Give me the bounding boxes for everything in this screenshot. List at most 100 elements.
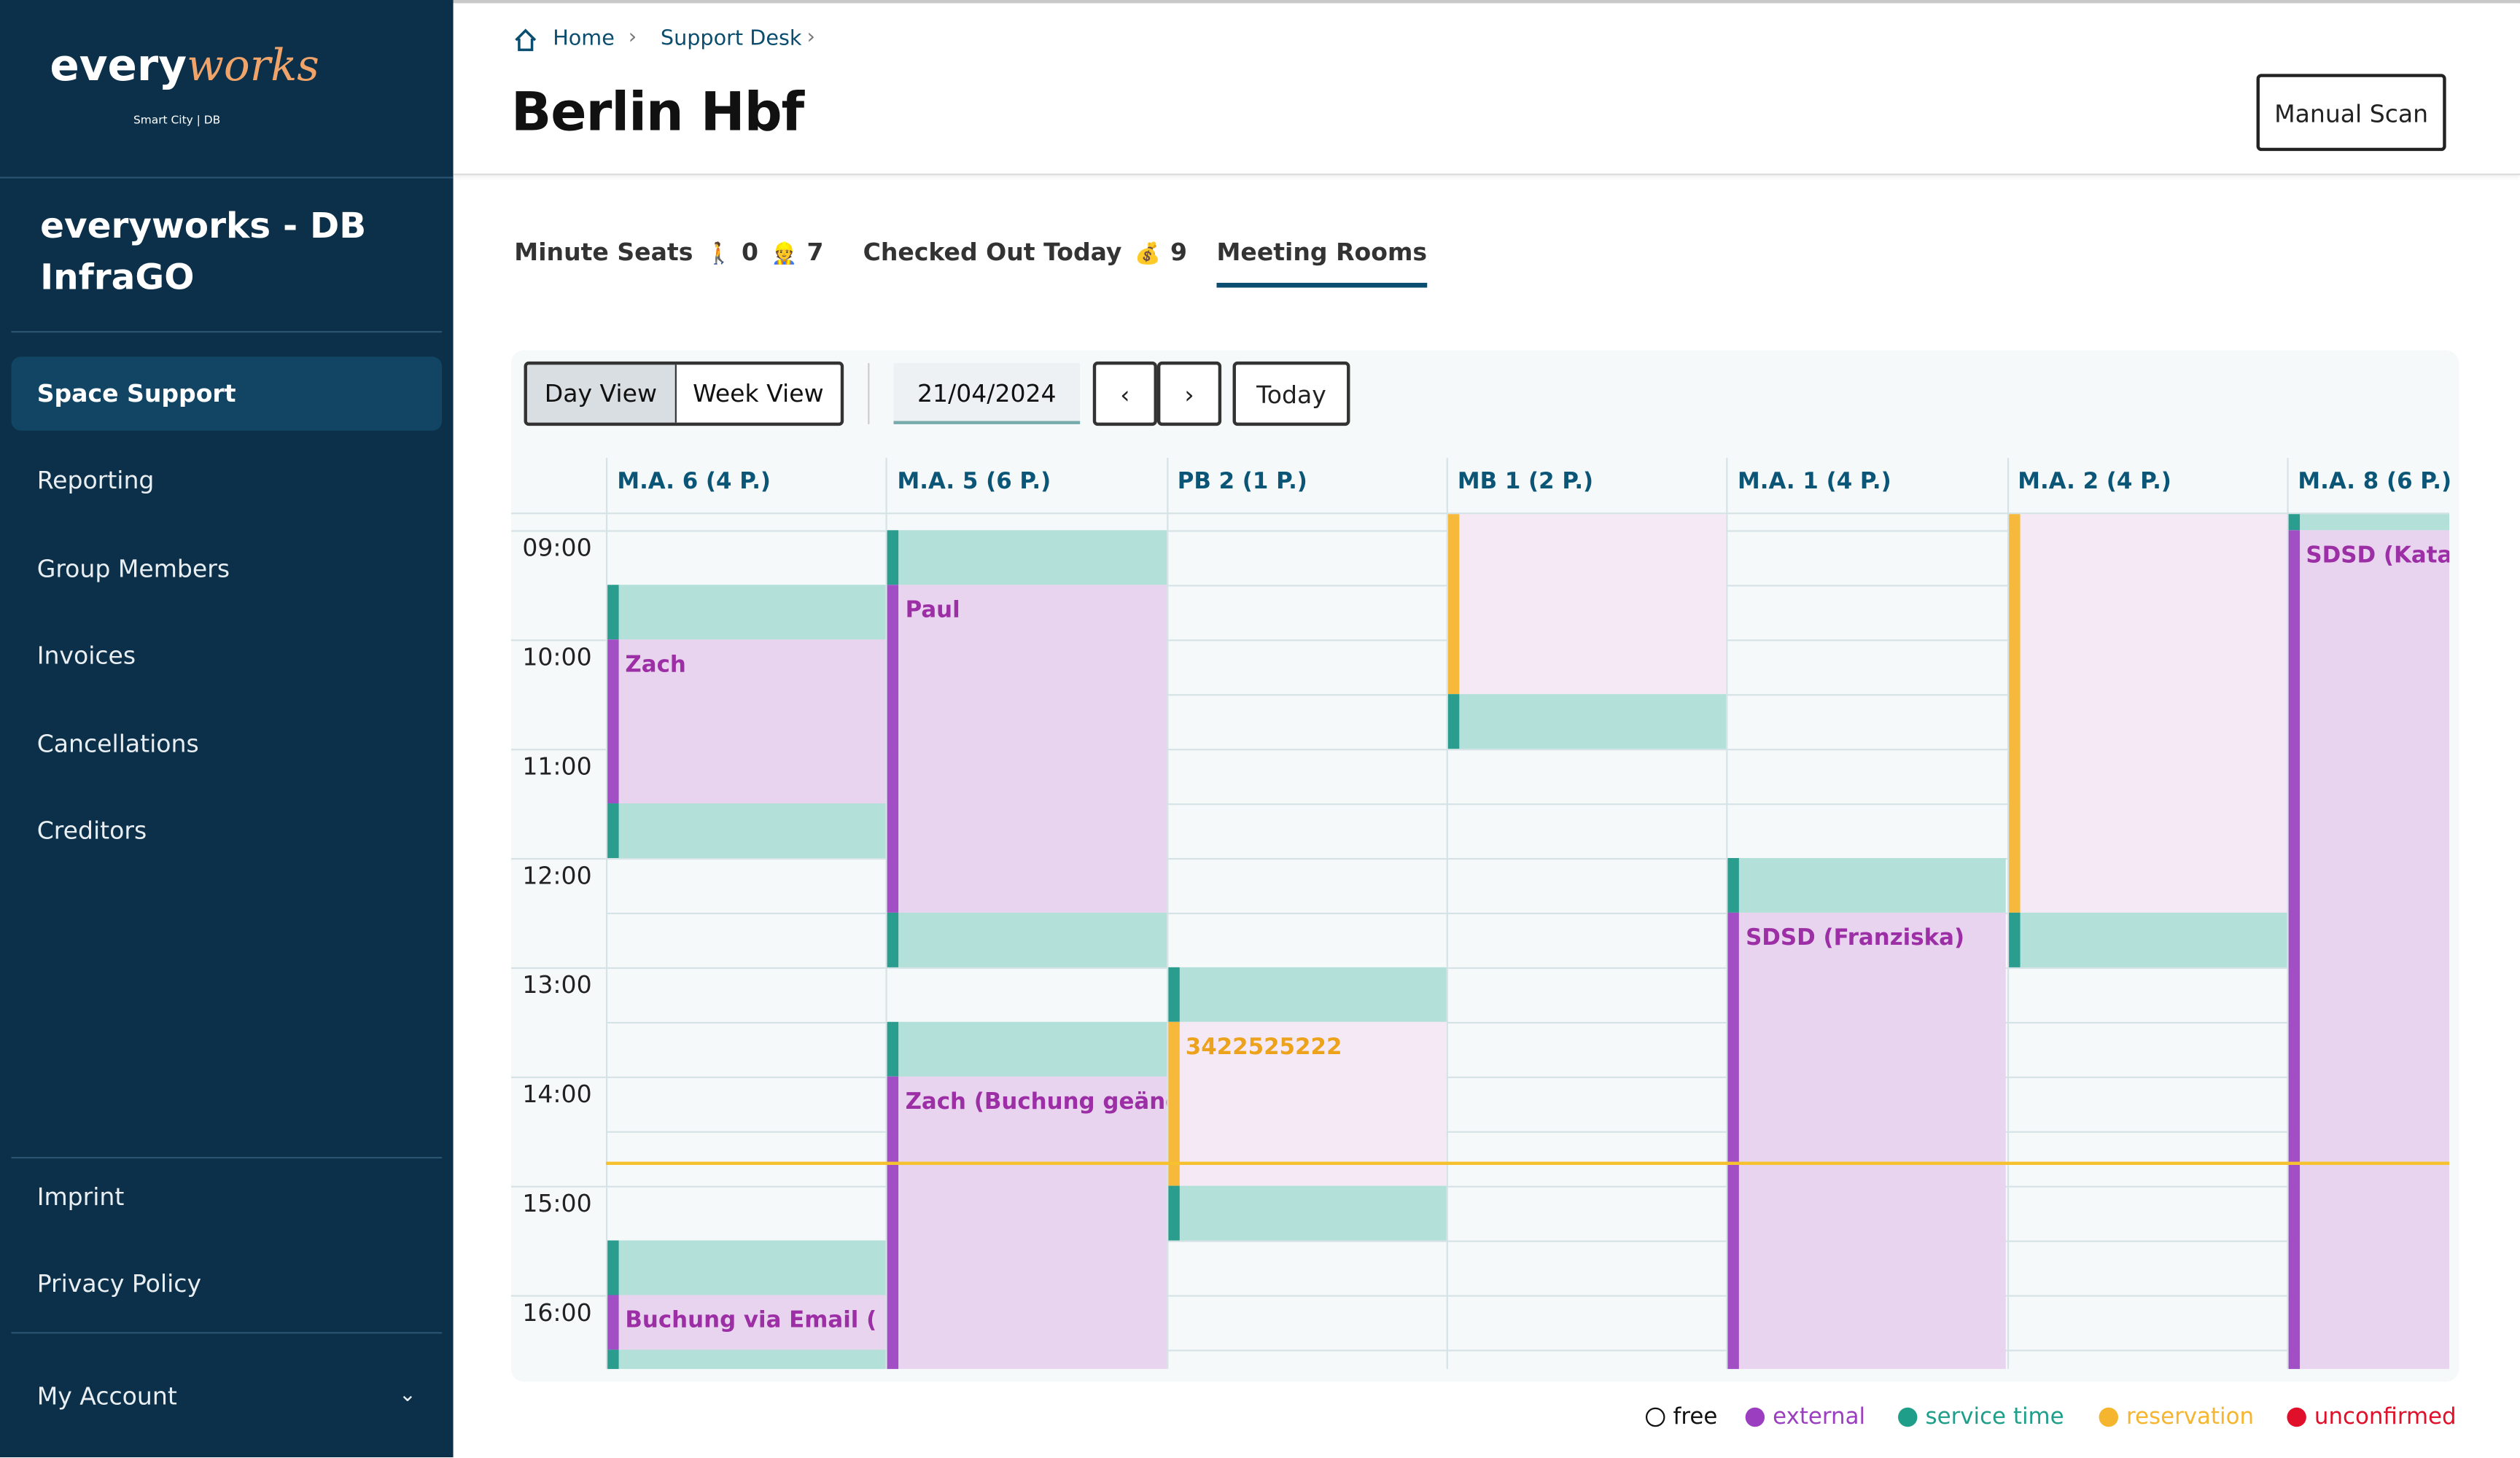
slot-line: [605, 1131, 2450, 1133]
time-label: 11:00: [522, 752, 592, 781]
hour-line: [510, 967, 606, 970]
room-header[interactable]: M.A. 8 (6 P.): [2298, 469, 2452, 495]
booking[interactable]: [887, 912, 1167, 967]
tab-count: 9: [1170, 238, 1188, 267]
account-menu[interactable]: My Account ⌄: [11, 1360, 442, 1433]
next-button[interactable]: ›: [1156, 361, 1222, 426]
booking[interactable]: Zach: [607, 639, 887, 804]
booking[interactable]: SDSD (Katari: [2288, 530, 2450, 1369]
separator: [868, 363, 870, 424]
separator: [0, 176, 454, 179]
sidebar: everyworks Smart City | DB everyworks - …: [0, 0, 454, 1458]
column-line: [1726, 458, 1728, 515]
footer-link[interactable]: Privacy Policy: [36, 1269, 202, 1298]
booking[interactable]: Buchung via Email ( Pa: [607, 1295, 887, 1350]
footer-link[interactable]: Imprint: [36, 1182, 125, 1212]
legend-label: external: [1773, 1404, 1866, 1430]
time-label: 09:00: [522, 533, 592, 563]
view-button[interactable]: Week View: [674, 364, 841, 423]
column-line: [2286, 458, 2289, 515]
booking[interactable]: [607, 1349, 887, 1369]
nav-item[interactable]: Creditors: [36, 816, 147, 846]
nav-item[interactable]: Space Support: [11, 356, 443, 431]
slot-line: [605, 1349, 2450, 1352]
header-line: [510, 512, 2450, 515]
today-button[interactable]: Today: [1232, 361, 1350, 426]
column-line: [1166, 514, 1168, 1369]
legend-label: reservation: [2126, 1404, 2255, 1430]
slot-line: [605, 749, 2450, 751]
tab[interactable]: Minute Seats 🚶 0 👷 7: [514, 238, 823, 289]
time-label: 15:00: [522, 1189, 592, 1218]
hour-line: [510, 1185, 606, 1188]
view-button[interactable]: Day View: [526, 364, 674, 423]
tab-underline: [1216, 282, 1428, 288]
room-header[interactable]: MB 1 (2 P.): [1457, 469, 1594, 495]
room-header[interactable]: M.A. 1 (4 P.): [1738, 469, 1891, 495]
nav-item[interactable]: Reporting: [36, 467, 155, 496]
booking[interactable]: [1447, 694, 1727, 749]
booking[interactable]: [1447, 514, 1727, 695]
date-input[interactable]: 21/04/2024: [893, 363, 1081, 424]
column-line: [1726, 514, 1728, 1369]
tab-icon: 💰: [1135, 242, 1161, 267]
room-header[interactable]: M.A. 2 (4 P.): [2018, 469, 2171, 495]
account-label: My Account: [36, 1381, 177, 1411]
booking-label: SDSD (Franziska): [1746, 925, 1965, 951]
nav-item[interactable]: Invoices: [36, 641, 136, 671]
booking[interactable]: [887, 1021, 1167, 1077]
legend-item: unconfirmed: [2287, 1404, 2457, 1430]
booking-label: Paul: [905, 597, 960, 624]
booking-label: Buchung via Email ( Pa: [625, 1308, 886, 1334]
slot-line: [605, 1076, 2450, 1078]
legend-item: reservation: [2099, 1404, 2254, 1430]
column-line: [2006, 514, 2009, 1369]
booking-label: 3422525222: [1185, 1034, 1342, 1061]
time-label: 14:00: [522, 1080, 592, 1109]
legend-dot: [1645, 1407, 1665, 1427]
logo[interactable]: everyworks: [50, 42, 319, 91]
booking[interactable]: [2008, 514, 2287, 913]
booking[interactable]: [607, 1240, 887, 1295]
nav-item[interactable]: Group Members: [36, 553, 230, 583]
breadcrumb[interactable]: Home: [553, 27, 615, 52]
slot-line: [605, 967, 2450, 970]
column-line: [605, 514, 608, 1369]
legend-dot: [1745, 1407, 1765, 1427]
booking[interactable]: [607, 585, 887, 640]
column-line: [1446, 514, 1448, 1369]
room-header[interactable]: M.A. 5 (6 P.): [897, 469, 1051, 495]
legend-item: external: [1745, 1404, 1866, 1430]
booking[interactable]: [607, 803, 887, 858]
manual-scan-button[interactable]: Manual Scan: [2256, 74, 2446, 152]
time-label: 16:00: [522, 1298, 592, 1328]
prev-button[interactable]: ‹: [1092, 361, 1157, 426]
hour-line: [510, 1295, 606, 1297]
breadcrumb[interactable]: Support Desk: [660, 27, 802, 52]
logo-part: every: [50, 42, 187, 92]
booking[interactable]: Zach (Buchung geände: [887, 1076, 1167, 1369]
hour-line: [510, 857, 606, 860]
room-header[interactable]: M.A. 6 (4 P.): [617, 469, 771, 495]
booking[interactable]: [1727, 857, 2007, 913]
booking[interactable]: 3422525222: [1167, 1021, 1447, 1186]
booking[interactable]: [1167, 967, 1447, 1022]
tab[interactable]: Checked Out Today 💰 9: [863, 238, 1187, 289]
booking[interactable]: [2288, 514, 2450, 531]
booking[interactable]: Paul: [887, 585, 1167, 913]
tab-icon: 🚶: [706, 242, 732, 267]
booking[interactable]: [2008, 912, 2287, 967]
tab[interactable]: Meeting Rooms: [1216, 238, 1428, 289]
logo-part: works: [186, 42, 319, 92]
legend-dot: [1898, 1407, 1918, 1427]
hour-line: [510, 639, 606, 642]
nav-item[interactable]: Cancellations: [36, 728, 199, 758]
booking-label: Zach: [625, 652, 686, 679]
breadcrumb-sep: ›: [806, 26, 815, 50]
booking[interactable]: [887, 530, 1167, 585]
room-header[interactable]: PB 2 (1 P.): [1177, 469, 1307, 495]
tab-icon: 👷: [771, 242, 798, 267]
tab-label: Meeting Rooms: [1216, 238, 1428, 267]
booking[interactable]: [1167, 1185, 1447, 1241]
booking[interactable]: SDSD (Franziska): [1727, 912, 2007, 1369]
